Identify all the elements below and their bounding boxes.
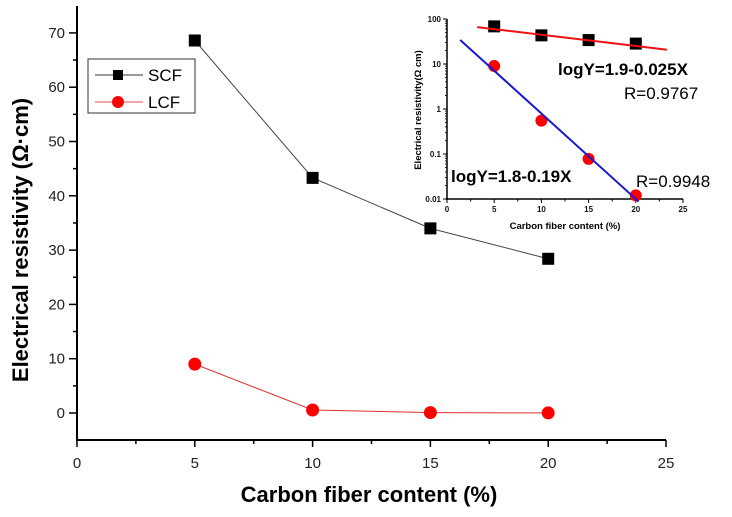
x-tick-label: 20 bbox=[540, 455, 557, 472]
data-point-scf bbox=[188, 34, 201, 47]
annotation-scf-equation: logY=1.9-0.025X bbox=[558, 60, 689, 79]
y-axis-label: Electrical resistivity (Ω·cm) bbox=[8, 98, 33, 382]
inset-x-tick-label: 5 bbox=[492, 205, 497, 214]
y-tick-label: 0 bbox=[57, 405, 65, 422]
x-tick-label: 25 bbox=[658, 455, 675, 472]
inset-fit-line-lcf bbox=[459, 39, 640, 203]
y-tick-label: 40 bbox=[48, 188, 65, 205]
data-point-lcf bbox=[306, 403, 320, 417]
data-point-lcf bbox=[188, 357, 202, 371]
inset-x-tick-label: 20 bbox=[631, 205, 640, 214]
inset-x-tick-label: 10 bbox=[537, 205, 546, 214]
series-line-scf bbox=[194, 40, 549, 260]
inset-background bbox=[447, 15, 689, 199]
inset-x-tick-label: 25 bbox=[679, 205, 688, 214]
inset-y-axis-label: Electrical resistivity(Ω cm) bbox=[413, 50, 424, 170]
data-point-scf bbox=[542, 252, 555, 265]
inset-y-tick-label: 1 bbox=[437, 105, 442, 114]
legend-label-lcf: LCF bbox=[148, 93, 180, 112]
legend-marker-square-icon bbox=[113, 70, 123, 80]
data-point-lcf bbox=[541, 406, 555, 420]
y-tick-label: 60 bbox=[48, 79, 65, 96]
legend-box bbox=[87, 58, 196, 114]
inset-data-point-scf bbox=[629, 37, 642, 50]
annotation-lcf-r: R=0.9948 bbox=[636, 172, 710, 191]
data-point-scf bbox=[424, 222, 437, 235]
inset-y-tick-label: 0.01 bbox=[425, 195, 441, 204]
inset-x-tick-label: 0 bbox=[445, 205, 450, 214]
x-axis-label: Carbon fiber content (%) bbox=[241, 482, 498, 507]
inset-y-tick-label: 0.1 bbox=[430, 150, 442, 159]
data-point-scf bbox=[306, 171, 319, 184]
y-tick-label: 20 bbox=[48, 296, 65, 313]
annotation-scf-r: R=0.9767 bbox=[624, 84, 698, 103]
inset-x-tick-label: 15 bbox=[584, 205, 593, 214]
x-tick-label: 5 bbox=[191, 455, 199, 472]
y-tick-label: 70 bbox=[48, 25, 65, 42]
inset-y-tick-label: 100 bbox=[428, 15, 442, 24]
inset-fit-line-scf bbox=[477, 26, 668, 51]
series-line-lcf bbox=[194, 363, 549, 414]
inset-data-point-lcf bbox=[629, 189, 642, 202]
x-tick-label: 15 bbox=[422, 455, 439, 472]
inset-plot: 0 5 10 15 20 25 0.01 0.1 1 10 100 Carbon fiber cont… bbox=[413, 15, 710, 232]
inset-x-axis-label: Carbon fiber content (%) bbox=[510, 221, 621, 232]
inset-data-point-lcf bbox=[582, 152, 595, 165]
y-tick-label: 30 bbox=[48, 242, 65, 259]
annotation-lcf-equation: logY=1.8-0.19X bbox=[451, 167, 572, 186]
legend: SCF LCF bbox=[87, 58, 196, 114]
y-tick-label: 10 bbox=[48, 351, 65, 368]
x-tick-label: 10 bbox=[304, 455, 321, 472]
data-point-lcf bbox=[423, 406, 437, 420]
y-tick-label: 50 bbox=[48, 134, 65, 151]
inset-y-tick-label: 10 bbox=[432, 60, 441, 69]
inset-data-point-lcf bbox=[535, 114, 548, 127]
legend-marker-circle-icon bbox=[112, 96, 124, 108]
x-tick-label: 0 bbox=[73, 455, 81, 472]
legend-label-scf: SCF bbox=[148, 66, 182, 85]
